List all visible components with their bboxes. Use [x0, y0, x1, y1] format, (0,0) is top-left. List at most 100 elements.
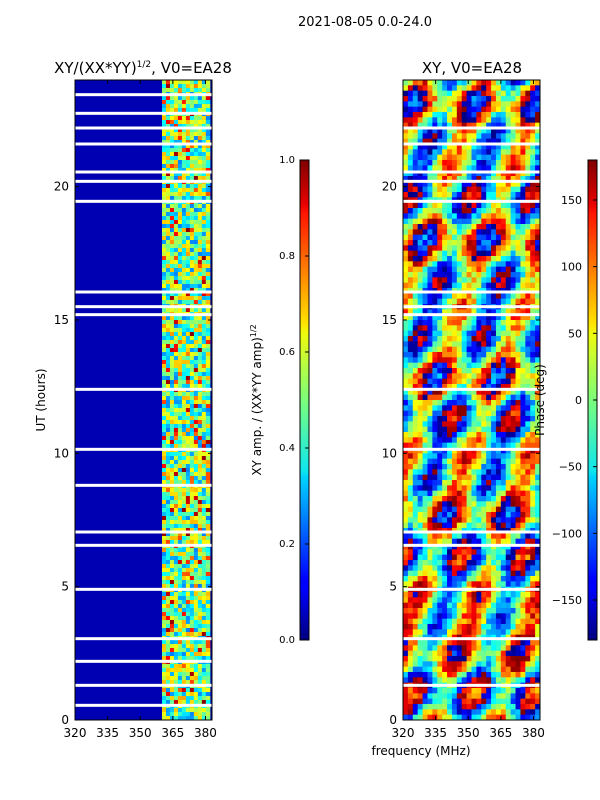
phase-cell	[491, 362, 497, 369]
phase-cell	[525, 122, 531, 129]
phase-cell	[505, 272, 512, 278]
phase-cell	[520, 437, 526, 444]
amplitude-cell	[173, 144, 179, 149]
phase-cell	[500, 224, 507, 230]
phase-cell	[412, 352, 419, 358]
phase-cell	[510, 181, 517, 188]
phase-cell	[427, 261, 433, 268]
phase-cell	[422, 512, 428, 518]
amplitude-cell	[197, 376, 203, 381]
amplitude-cell	[185, 320, 191, 325]
phase-cell	[525, 613, 531, 620]
phase-cell	[461, 154, 468, 161]
amplitude-cell	[205, 552, 211, 557]
amplitude-cell	[169, 224, 175, 229]
phase-cell	[456, 165, 463, 172]
amplitude-cell	[201, 632, 207, 637]
amplitude-cell	[165, 548, 171, 553]
phase-cell	[481, 624, 487, 630]
phase-cell	[510, 224, 517, 230]
amplitude-cell	[193, 512, 199, 517]
phase-cell	[461, 421, 468, 428]
phase-cell	[422, 384, 428, 390]
phase-cell	[466, 437, 472, 444]
phase-cell	[466, 341, 472, 348]
amplitude-cell	[205, 532, 211, 537]
amplitude-cell	[177, 80, 183, 85]
amplitude-cell	[169, 400, 175, 405]
phase-cell	[505, 346, 512, 353]
amplitude-cell	[169, 232, 175, 237]
phase-cell	[535, 458, 540, 465]
phase-cell	[417, 581, 424, 588]
amplitude-cell	[181, 360, 187, 365]
amplitude-cell	[193, 472, 199, 477]
amplitude-cell	[181, 428, 187, 433]
amplitude-cell	[189, 632, 195, 637]
phase-cell	[495, 496, 502, 502]
amplitude-cell	[177, 344, 183, 349]
amplitude-cell	[169, 128, 175, 133]
phase-cell	[520, 517, 526, 524]
amplitude-cell	[161, 216, 167, 221]
amplitude-cell	[205, 276, 211, 281]
phase-cell	[476, 544, 482, 550]
phase-cell	[442, 160, 448, 166]
phase-cell	[466, 144, 472, 150]
amplitude-cell	[205, 120, 211, 125]
phase-cell	[407, 650, 414, 657]
phase-cell	[471, 368, 477, 374]
amplitude-cell	[193, 284, 199, 289]
phase-cell	[476, 256, 482, 262]
amplitude-cell	[205, 460, 211, 465]
phase-cell	[505, 645, 512, 652]
phase-cell	[461, 250, 468, 257]
phase-cell	[447, 85, 453, 92]
amplitude-cell	[177, 224, 183, 229]
amplitude-cell	[161, 300, 167, 305]
phase-cell	[505, 448, 512, 454]
phase-cell	[427, 101, 433, 108]
amplitude-cell	[193, 132, 199, 137]
phase-cell	[456, 330, 463, 337]
amplitude-cell	[173, 104, 179, 109]
amplitude-cell	[189, 456, 195, 461]
phase-cell	[451, 352, 458, 358]
phase-cell	[510, 133, 517, 140]
amplitude-cell	[189, 460, 195, 465]
phase-cell	[456, 602, 463, 609]
phase-cell	[407, 432, 414, 438]
phase-cell	[515, 272, 521, 278]
amplitude-cell	[165, 640, 171, 645]
phase-cell	[422, 213, 428, 220]
amplitude-cell	[165, 624, 171, 629]
amplitude-cell	[189, 608, 195, 613]
phase-cell	[451, 234, 458, 241]
phase-cell	[525, 181, 531, 188]
phase-cell	[505, 400, 512, 406]
phase-cell	[427, 149, 433, 156]
phase-cell	[471, 453, 477, 460]
amplitude-cell	[181, 132, 187, 137]
amplitude-cell	[193, 360, 199, 365]
amplitude-cell	[181, 516, 187, 521]
amplitude-cell	[193, 624, 199, 629]
phase-cell	[525, 624, 531, 630]
phase-cell	[471, 80, 477, 86]
amplitude-cell	[173, 580, 179, 585]
phase-cell	[535, 378, 540, 385]
amplitude-cell	[189, 492, 195, 497]
phase-cell	[486, 186, 492, 193]
phase-cell	[515, 570, 521, 577]
phase-cell	[535, 138, 540, 145]
phase-cell	[403, 240, 409, 246]
phase-cell	[505, 96, 512, 102]
amplitude-cell	[197, 80, 203, 85]
phase-cell	[461, 234, 468, 241]
amplitude-cell	[161, 476, 167, 481]
phase-cell	[476, 458, 482, 465]
phase-cell	[417, 261, 424, 268]
phase-cell	[535, 416, 540, 422]
phase-cell	[427, 160, 433, 166]
amplitude-cell	[169, 528, 175, 533]
